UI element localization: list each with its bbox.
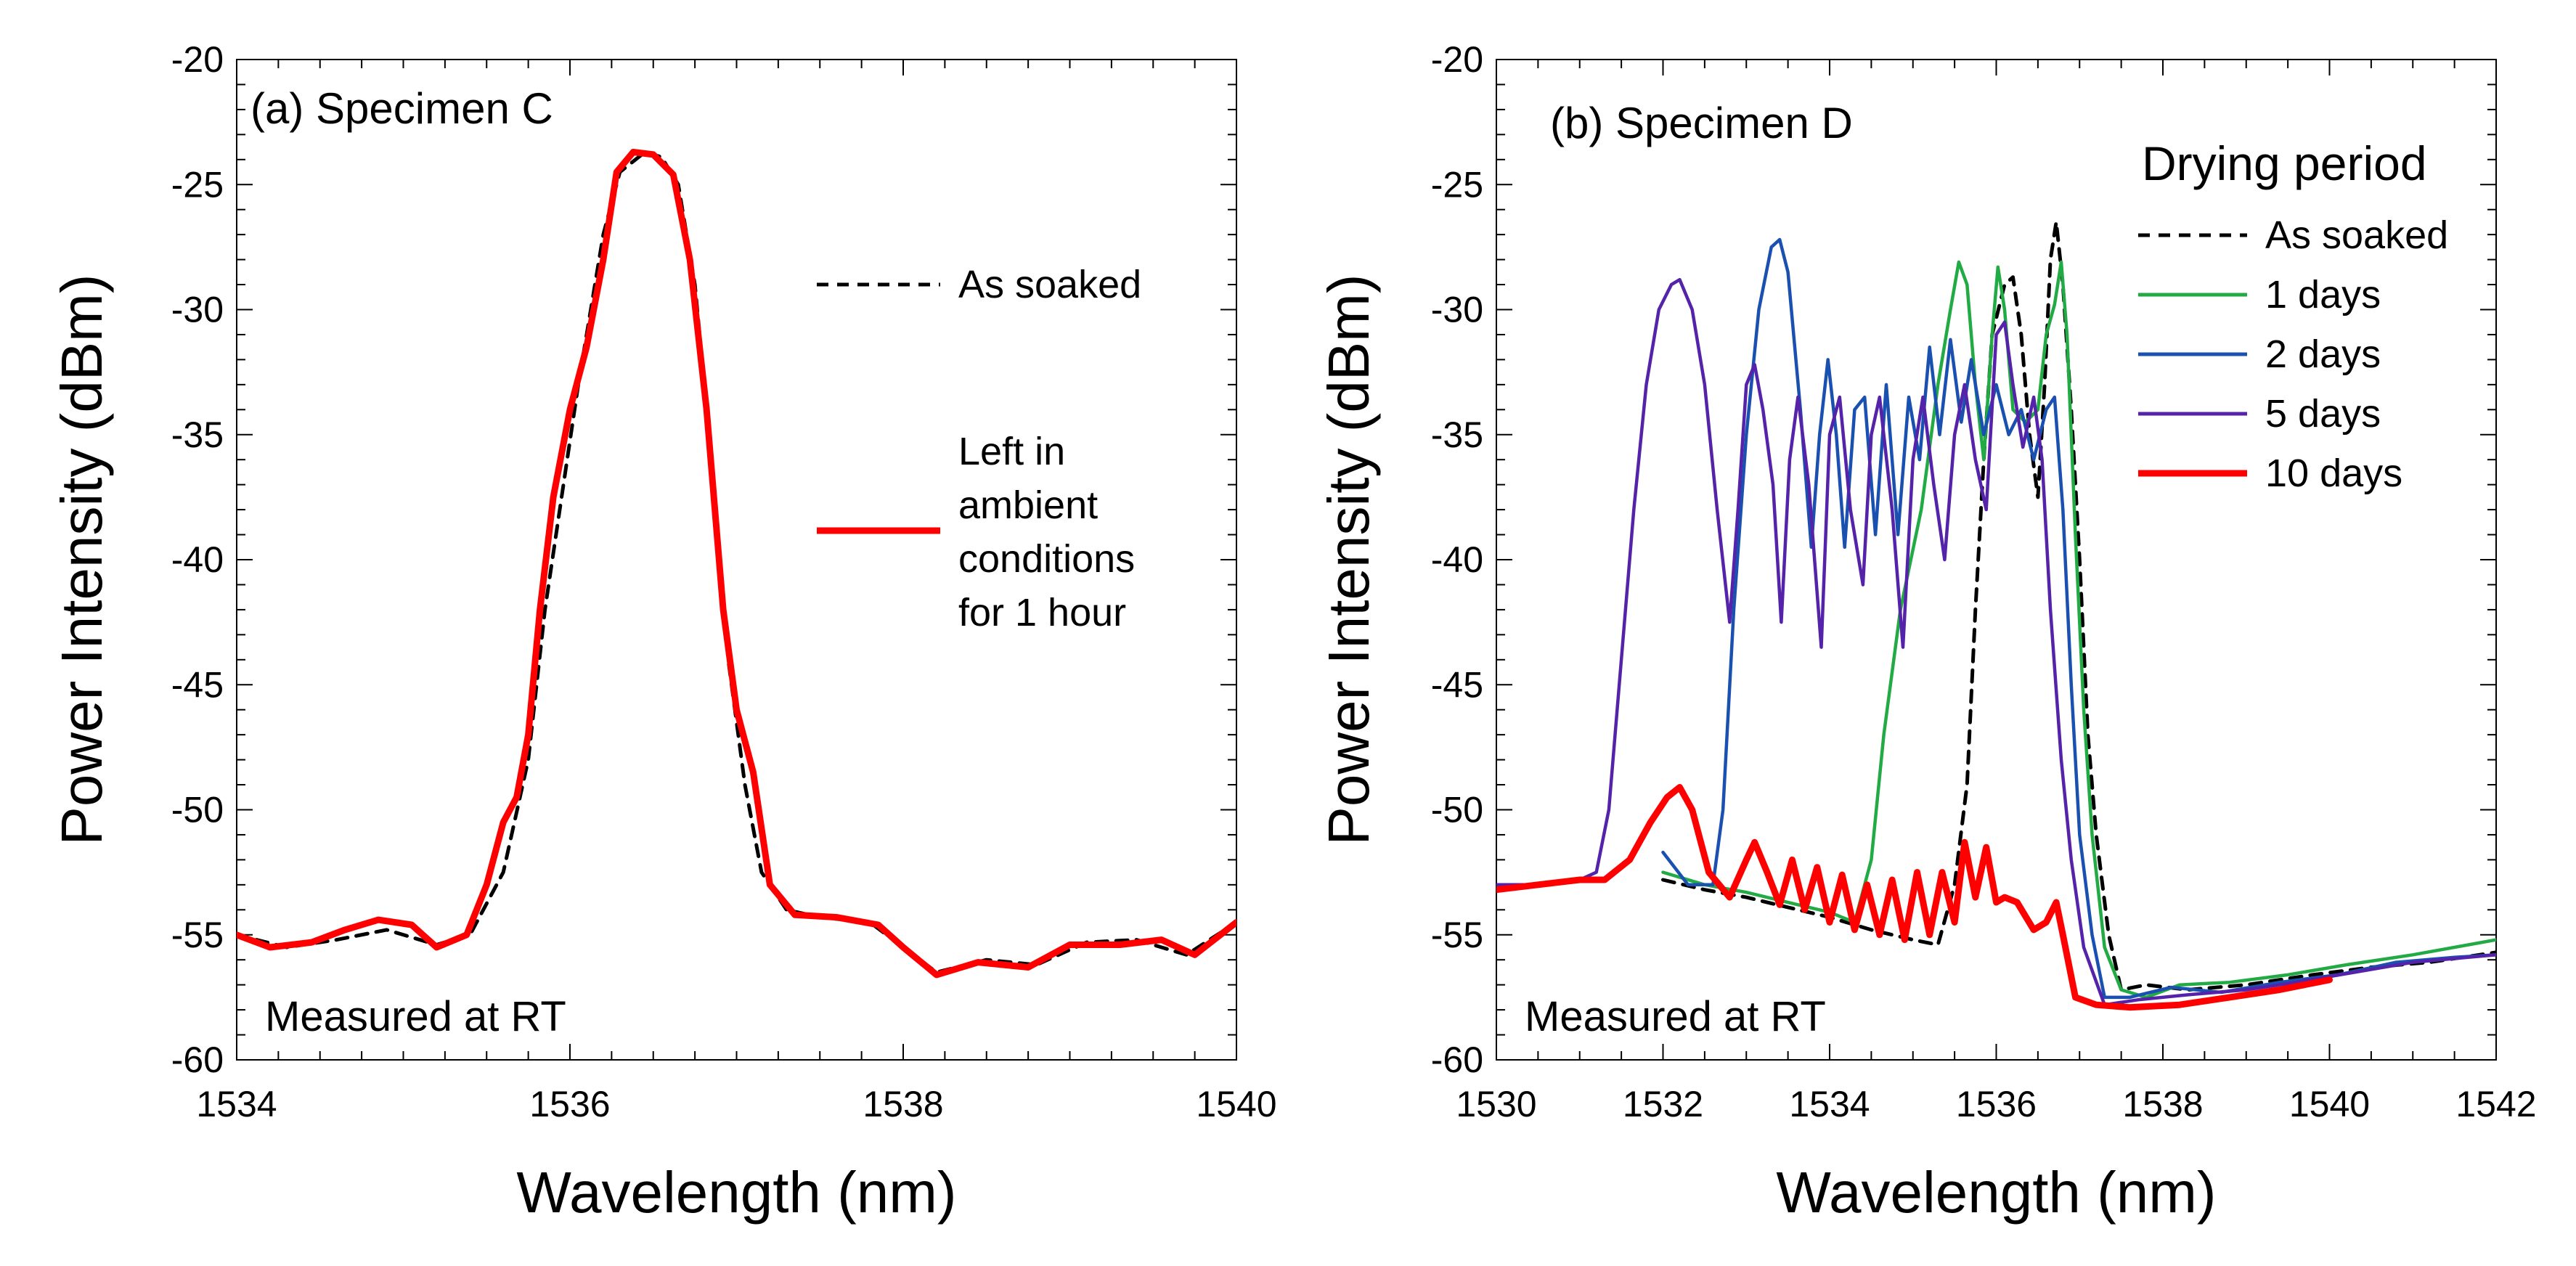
x-tick-label: 1530 [1456,1084,1536,1124]
panel-label: (a) Specimen C [250,84,553,133]
y-tick-label: -60 [1431,1040,1483,1080]
legend-label: As soaked [2265,213,2448,257]
series-line-left-in-ambient-conditions-for-1-hour [237,149,1236,979]
x-axis-title: Wavelength (nm) [516,1160,956,1225]
legend-label: 5 days [2265,392,2381,436]
panel-label: (b) Specimen D [1550,99,1853,147]
y-axis-title: Power Intensity (dBm) [49,274,114,846]
x-tick-label: 1534 [1789,1084,1870,1124]
y-tick-label: -55 [171,915,224,955]
series-line-as-soaked [1661,220,2496,992]
legend: Drying period As soaked 1 days 2 days 5 days… [2138,136,2448,495]
y-tick-label: -45 [171,664,224,705]
measured-annotation: Measured at RT [265,993,566,1040]
legend-label: 2 days [2265,332,2381,376]
y-tick-label: -25 [171,164,224,205]
y-axis-title: Power Intensity (dBm) [1316,274,1381,846]
x-axis-title: Wavelength (nm) [1776,1160,2216,1225]
x-tick-label: 1540 [1196,1084,1276,1124]
legend-label: Left in ambient conditions for 1 hour [958,430,1135,634]
x-tick-label: 1536 [1956,1084,2037,1124]
legend: As soaked Left in ambient conditions for 1 h… [817,263,1141,634]
x-tick-label: 1540 [2289,1084,2370,1124]
y-tick-label: -35 [1431,414,1483,455]
y-tick-label: -55 [1431,915,1483,955]
y-tick-label: -40 [171,539,224,580]
x-tick-label: 1542 [2455,1084,2536,1124]
series-line-10-days [1496,784,2333,1011]
legend-title: Drying period [2142,136,2427,190]
series-line-5-days [1496,277,2496,1007]
x-tick-label: 1532 [1623,1084,1703,1124]
plot-frame [1496,59,2497,1061]
y-tick-label: -60 [171,1040,224,1080]
y-tick-label: -35 [171,414,224,455]
legend-label: 10 days [2265,452,2402,495]
legend-label: 1 days [2265,273,2381,316]
y-tick-label: -30 [1431,290,1483,330]
x-tick-label: 1538 [863,1084,943,1124]
y-tick-label: -20 [1431,39,1483,80]
legend-label: As soaked [958,263,1141,306]
x-tick-label: 1538 [2122,1084,2203,1124]
y-tick-label: -45 [1431,664,1483,705]
y-tick-label: -20 [171,39,224,80]
measured-annotation: Measured at RT [1525,993,1826,1040]
x-tick-label: 1536 [529,1084,610,1124]
y-tick-label: -40 [1431,539,1483,580]
x-tick-label: 1534 [196,1084,277,1124]
y-tick-label: -50 [171,790,224,830]
y-tick-label: -30 [171,290,224,330]
y-tick-label: -50 [1431,790,1483,830]
y-tick-label: -25 [1431,164,1483,205]
series-line-2-days [1661,237,2496,1000]
